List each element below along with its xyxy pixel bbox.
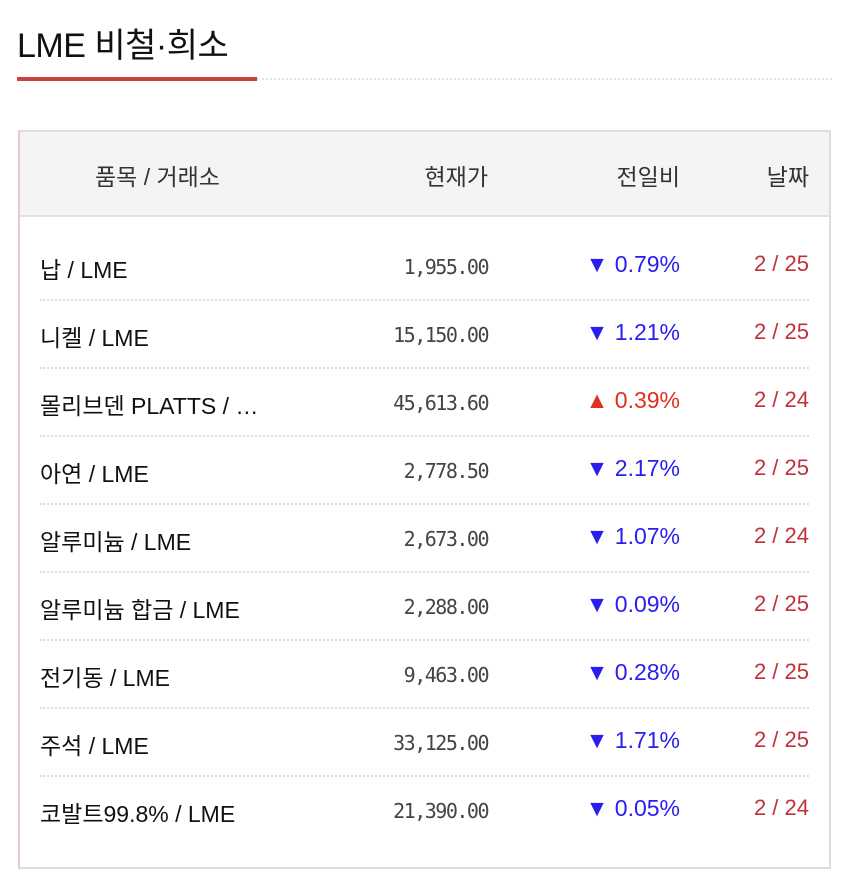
table-row[interactable]: 몰리브덴 PLATTS / … 45,613.60 ▲ 0.39% 2 / 24 bbox=[40, 369, 809, 437]
header-price: 현재가 bbox=[424, 164, 488, 190]
date: 2 / 25 bbox=[753, 591, 809, 616]
table-row[interactable]: 아연 / LME 2,778.50 ▼ 2.17% 2 / 25 bbox=[40, 437, 809, 505]
current-price: 2,778.50 bbox=[403, 459, 490, 483]
header-name: 품목 / 거래소 bbox=[95, 164, 220, 190]
table-row[interactable]: 주석 / LME 33,125.00 ▼ 1.71% 2 / 25 bbox=[40, 709, 809, 777]
metals-table: 품목 / 거래소 현재가 전일비 날짜 납 / LME 1,955.00 ▼ 0… bbox=[18, 130, 831, 869]
item-name-link[interactable]: 알루미늄 / LME bbox=[40, 529, 192, 555]
change-value: ▼ 0.79% bbox=[586, 251, 680, 278]
triangle-down-icon: ▼ bbox=[585, 251, 609, 277]
triangle-down-icon: ▼ bbox=[585, 795, 609, 821]
date: 2 / 25 bbox=[753, 659, 809, 684]
date: 2 / 24 bbox=[753, 795, 809, 820]
item-name-link[interactable]: 코발트99.8% / LME bbox=[40, 801, 236, 827]
change-percent: 0.09% bbox=[614, 591, 680, 617]
date: 2 / 24 bbox=[753, 387, 809, 412]
table-row[interactable]: 알루미늄 합금 / LME 2,288.00 ▼ 0.09% 2 / 25 bbox=[40, 573, 809, 641]
change-value: ▼ 1.07% bbox=[586, 523, 680, 550]
table-row[interactable]: 코발트99.8% / LME 21,390.00 ▼ 0.05% 2 / 24 bbox=[40, 777, 809, 845]
current-price: 33,125.00 bbox=[393, 731, 489, 755]
change-value: ▼ 2.17% bbox=[586, 455, 680, 482]
title-divider bbox=[257, 78, 832, 80]
table-body: 납 / LME 1,955.00 ▼ 0.79% 2 / 25 니켈 / LME … bbox=[20, 233, 829, 845]
change-percent: 0.28% bbox=[614, 659, 680, 685]
table-header: 품목 / 거래소 현재가 전일비 날짜 bbox=[20, 132, 829, 217]
current-price: 2,288.00 bbox=[403, 595, 490, 619]
change-percent: 0.79% bbox=[614, 251, 680, 277]
section-title: LME 비철·희소 bbox=[17, 27, 229, 65]
current-price: 21,390.00 bbox=[393, 799, 489, 823]
triangle-up-icon: ▲ bbox=[585, 387, 609, 413]
triangle-down-icon: ▼ bbox=[585, 727, 609, 753]
item-name-link[interactable]: 납 / LME bbox=[40, 257, 128, 283]
change-percent: 1.07% bbox=[614, 523, 680, 549]
change-percent: 2.17% bbox=[614, 455, 680, 481]
title-underline bbox=[17, 77, 257, 81]
current-price: 9,463.00 bbox=[403, 663, 490, 687]
change-value: ▲ 0.39% bbox=[586, 387, 680, 414]
change-percent: 1.21% bbox=[614, 319, 680, 345]
item-name-link[interactable]: 몰리브덴 PLATTS / … bbox=[40, 393, 259, 419]
item-name-link[interactable]: 아연 / LME bbox=[40, 461, 149, 487]
triangle-down-icon: ▼ bbox=[585, 659, 609, 685]
item-name-link[interactable]: 전기동 / LME bbox=[40, 665, 170, 691]
date: 2 / 25 bbox=[753, 319, 809, 344]
date: 2 / 25 bbox=[753, 251, 809, 276]
header-date: 날짜 bbox=[766, 164, 809, 190]
change-value: ▼ 0.09% bbox=[586, 591, 680, 618]
change-value: ▼ 1.21% bbox=[586, 319, 680, 346]
triangle-down-icon: ▼ bbox=[585, 523, 609, 549]
triangle-down-icon: ▼ bbox=[585, 591, 609, 617]
current-price: 1,955.00 bbox=[403, 255, 490, 279]
triangle-down-icon: ▼ bbox=[585, 455, 609, 481]
change-value: ▼ 0.28% bbox=[586, 659, 680, 686]
current-price: 45,613.60 bbox=[393, 391, 489, 415]
item-name-link[interactable]: 니켈 / LME bbox=[40, 325, 149, 351]
change-percent: 1.71% bbox=[614, 727, 680, 753]
date: 2 / 24 bbox=[753, 523, 809, 548]
change-percent: 0.39% bbox=[614, 387, 680, 413]
date: 2 / 25 bbox=[753, 455, 809, 480]
change-percent: 0.05% bbox=[614, 795, 680, 821]
table-row[interactable]: 니켈 / LME 15,150.00 ▼ 1.21% 2 / 25 bbox=[40, 301, 809, 369]
triangle-down-icon: ▼ bbox=[585, 319, 609, 345]
current-price: 2,673.00 bbox=[403, 527, 490, 551]
header-change: 전일비 bbox=[616, 164, 680, 190]
table-row[interactable]: 알루미늄 / LME 2,673.00 ▼ 1.07% 2 / 24 bbox=[40, 505, 809, 573]
item-name-link[interactable]: 주석 / LME bbox=[40, 733, 149, 759]
table-row[interactable]: 납 / LME 1,955.00 ▼ 0.79% 2 / 25 bbox=[40, 233, 809, 301]
table-row[interactable]: 전기동 / LME 9,463.00 ▼ 0.28% 2 / 25 bbox=[40, 641, 809, 709]
current-price: 15,150.00 bbox=[393, 323, 489, 347]
item-name-link[interactable]: 알루미늄 합금 / LME bbox=[40, 597, 240, 623]
date: 2 / 25 bbox=[753, 727, 809, 752]
change-value: ▼ 1.71% bbox=[586, 727, 680, 754]
change-value: ▼ 0.05% bbox=[586, 795, 680, 822]
